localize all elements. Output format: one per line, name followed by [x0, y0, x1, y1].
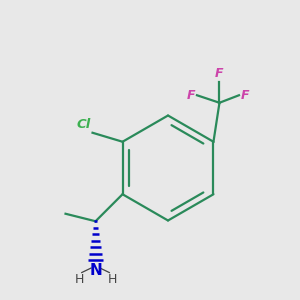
- Text: H: H: [107, 273, 117, 286]
- Text: F: F: [215, 67, 224, 80]
- Text: N: N: [89, 263, 102, 278]
- Text: H: H: [74, 273, 84, 286]
- Text: Cl: Cl: [77, 118, 91, 131]
- Text: F: F: [241, 89, 249, 102]
- Text: F: F: [187, 89, 196, 102]
